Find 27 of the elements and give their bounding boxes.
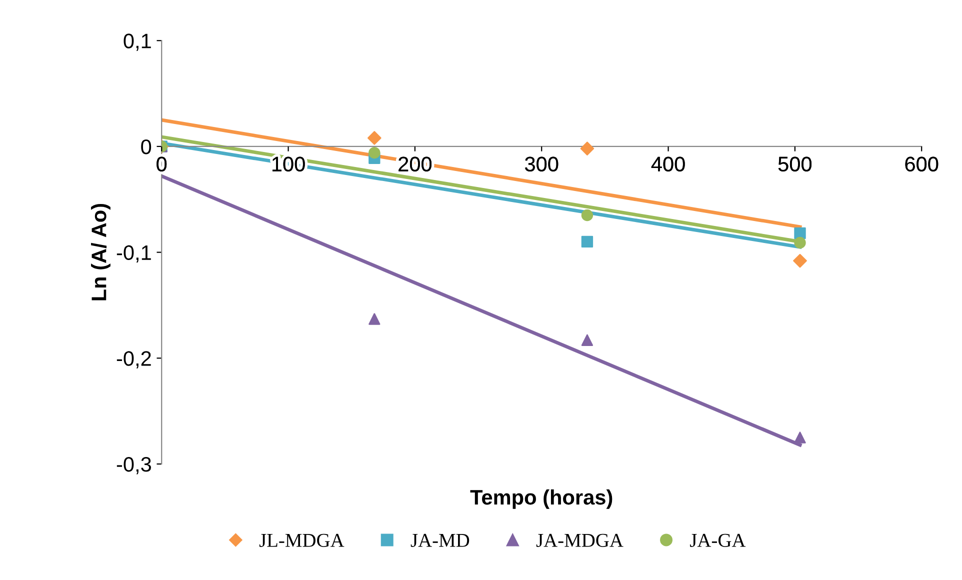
point <box>794 432 806 444</box>
legend-label: JA-MD <box>410 534 470 547</box>
x-tick-label: 500 <box>778 156 812 172</box>
point <box>794 236 806 249</box>
legend-label: JA-GA <box>690 534 746 547</box>
x-tick-label: 400 <box>651 156 685 172</box>
x-axis-title: Tempo (horas) <box>470 489 612 509</box>
legend-label: JL-MDGA <box>259 534 344 547</box>
point <box>581 236 594 248</box>
y-tick-label: -0,3 <box>116 457 151 474</box>
legend-label: JA-MDGA <box>536 534 624 547</box>
point <box>368 146 380 159</box>
point <box>581 334 594 346</box>
point <box>794 227 806 240</box>
y-tick-label: -0,2 <box>116 351 151 368</box>
point <box>793 254 807 268</box>
point <box>368 313 380 325</box>
point <box>368 131 382 145</box>
point <box>581 209 594 222</box>
x-tick-label: 0 <box>156 156 167 172</box>
point <box>580 142 594 156</box>
y-tick-label: 0 <box>141 139 152 154</box>
y-tick-label: -0,1 <box>116 245 151 263</box>
x-tick-label: 600 <box>905 156 938 172</box>
y-tick-label: 0,1 <box>124 34 151 51</box>
y-axis-title: Ln (A/ Ao) <box>91 204 110 300</box>
x-tick-label: 300 <box>525 156 558 172</box>
